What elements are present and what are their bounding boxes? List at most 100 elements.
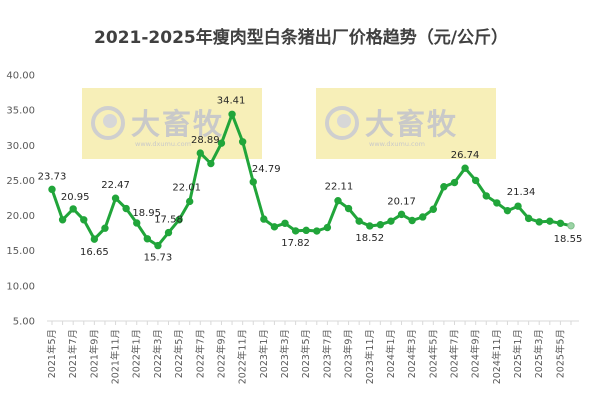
- data-point: [419, 213, 427, 221]
- data-point: [185, 197, 194, 206]
- data-point: [450, 178, 459, 187]
- data-point: [154, 241, 162, 250]
- x-tick-label: 2023年7月: [321, 329, 333, 378]
- watermark-layer: 大畜牧 www.dxumu.com 大畜牧 www.dxumu.com: [82, 88, 496, 159]
- data-point: [175, 216, 183, 224]
- data-point: [535, 218, 543, 226]
- data-label: 15.73: [144, 253, 173, 264]
- data-point: [143, 235, 152, 243]
- watermark-brand: 大畜牧: [131, 107, 224, 141]
- x-tick-label: 2024年5月: [427, 329, 439, 378]
- data-point: [111, 194, 120, 202]
- x-tick-label: 2023年3月: [279, 329, 291, 378]
- data-point: [556, 219, 565, 228]
- y-tick-label: 20.00: [6, 211, 35, 222]
- data-point: [440, 183, 448, 191]
- data-label: 20.95: [61, 192, 90, 203]
- x-tick-label: 2024年11月: [491, 329, 503, 384]
- data-point: [471, 176, 480, 185]
- data-label: 18.95: [132, 208, 161, 219]
- data-point: [249, 178, 257, 186]
- x-tick-label: 2024年7月: [448, 329, 460, 378]
- data-point: [133, 219, 141, 227]
- data-point: [355, 217, 363, 225]
- data-label: 18.52: [355, 233, 384, 244]
- data-point: [397, 210, 406, 219]
- data-point: [80, 216, 88, 224]
- data-label: 22.11: [325, 182, 354, 193]
- watermark-logo-icon-inner: [337, 114, 351, 128]
- x-tick-label: 2025年3月: [533, 329, 545, 378]
- x-tick-label: 2024年1月: [385, 329, 397, 378]
- data-point: [376, 221, 385, 229]
- data-label: 24.79: [252, 164, 281, 175]
- data-point: [90, 235, 99, 243]
- chart-title: 2021-2025年瘦肉型白条猪出厂价格趋势（元/公斤）: [94, 27, 508, 48]
- x-tick-label: 2021年5月: [46, 329, 58, 378]
- data-point: [101, 224, 109, 232]
- x-tick-label: 2023年1月: [258, 329, 270, 378]
- x-tick-label: 2022年1月: [131, 329, 143, 378]
- data-point: [69, 205, 77, 213]
- watermark-logo-icon-inner: [103, 114, 117, 128]
- data-point: [196, 149, 204, 157]
- data-label: 28.89: [191, 135, 220, 146]
- y-tick-label: 15.00: [6, 246, 35, 257]
- data-label: 20.17: [387, 196, 416, 207]
- y-tick-label: 10.00: [6, 281, 35, 292]
- x-tick-label: 2023年11月: [364, 329, 376, 384]
- x-tick-label: 2025年1月: [512, 329, 524, 378]
- x-tick-label: 2023年5月: [300, 329, 312, 378]
- data-point: [546, 217, 554, 225]
- data-point: [503, 206, 512, 215]
- watermark-url: www.dxumu.com: [369, 140, 425, 148]
- y-tick-label: 35.00: [6, 106, 35, 117]
- x-tick-label: 2022年3月: [152, 329, 164, 378]
- x-tick-label: 2022年9月: [215, 329, 227, 378]
- data-point: [482, 192, 490, 200]
- watermark-right: 大畜牧 www.dxumu.com: [316, 88, 496, 159]
- data-label: 22.01: [172, 182, 201, 193]
- y-tick-label: 40.00: [6, 71, 35, 82]
- data-point: [238, 138, 247, 146]
- data-point: [313, 227, 321, 235]
- data-label: 16.65: [80, 247, 109, 258]
- data-point: [567, 222, 575, 230]
- watermark-logo-icon: [325, 106, 359, 140]
- series-layer: [48, 110, 575, 250]
- data-point: [334, 197, 342, 205]
- data-label: 21.34: [507, 187, 536, 198]
- x-tick-label: 2022年11月: [237, 329, 249, 384]
- data-point: [323, 223, 332, 232]
- watermark-logo-icon: [91, 106, 125, 140]
- data-point: [387, 217, 395, 225]
- data-point: [217, 139, 226, 147]
- y-tick-label: 25.00: [6, 176, 35, 187]
- data-point: [408, 216, 416, 225]
- data-point: [122, 204, 130, 213]
- y-tick-label: 5.00: [13, 317, 35, 328]
- data-point: [58, 216, 67, 224]
- data-point: [291, 227, 300, 235]
- x-tick-label: 2022年7月: [194, 329, 206, 378]
- data-label: 23.73: [38, 171, 67, 182]
- data-point: [344, 204, 353, 213]
- data-label: 22.47: [101, 180, 130, 191]
- x-tick-label: 2025年5月: [554, 329, 566, 378]
- data-point: [260, 215, 268, 223]
- y-axis: 5.00 10.00 15.00 20.00 25.00 30.00 35.00 40.00: [6, 71, 35, 328]
- data-point: [461, 164, 469, 172]
- data-point: [164, 228, 173, 237]
- watermark-brand: 大畜牧: [365, 107, 458, 141]
- data-label: 17.82: [281, 238, 310, 249]
- data-point: [207, 159, 215, 168]
- watermark-left: 大畜牧 www.dxumu.com: [82, 88, 262, 159]
- y-tick-label: 30.00: [6, 141, 35, 152]
- data-label: 26.74: [451, 150, 480, 161]
- data-point: [48, 185, 56, 194]
- data-point: [493, 199, 501, 207]
- x-axis: 2021年5月 2021年7月 2021年9月 2021年11月 2022年1月 2022…: [46, 320, 579, 384]
- x-tick-label: 2023年9月: [343, 329, 355, 378]
- x-tick-label: 2024年3月: [406, 329, 418, 378]
